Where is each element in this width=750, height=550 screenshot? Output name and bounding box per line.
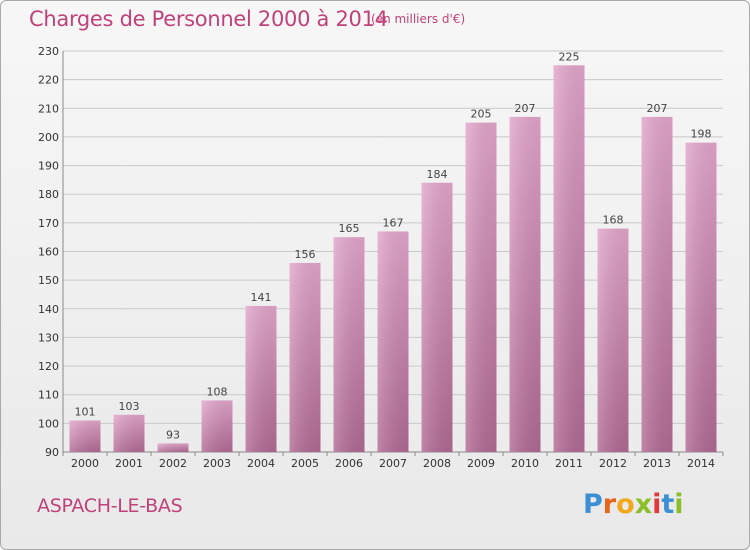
commune-name: ASPACH-LE-BAS <box>37 495 183 517</box>
y-tick-label: 130 <box>38 331 59 344</box>
bar-value-label: 156 <box>295 248 316 261</box>
bar-value-label: 207 <box>647 102 668 115</box>
x-tick-label: 2004 <box>247 457 275 470</box>
bar-value-label: 184 <box>427 168 448 181</box>
logo-letter: o <box>616 489 635 520</box>
bar-highlight <box>333 237 365 452</box>
logo-letter: r <box>602 489 617 520</box>
y-tick-label: 180 <box>38 188 59 201</box>
x-tick-label: 2003 <box>203 457 231 470</box>
x-tick-label: 2014 <box>687 457 715 470</box>
bar-highlight <box>641 116 673 452</box>
y-tick-label: 100 <box>38 417 59 430</box>
bar-value-label: 167 <box>383 216 404 229</box>
bar-value-label: 225 <box>559 50 580 63</box>
logo-letter: x <box>634 489 653 520</box>
x-tick-label: 2002 <box>159 457 187 470</box>
y-tick-label: 90 <box>45 446 59 459</box>
bar-labels: 101 103 93 108 141 156 165 167 184 205 207 225 168 20… <box>75 50 712 441</box>
x-tick-label: 2007 <box>379 457 407 470</box>
bar-highlight <box>201 400 233 452</box>
bar-highlight <box>597 228 629 452</box>
bar-value-label: 93 <box>166 428 180 441</box>
y-tick-label: 160 <box>38 246 59 259</box>
y-tick-label: 110 <box>38 389 59 402</box>
bar-value-label: 141 <box>251 291 272 304</box>
logo-letter: P <box>583 489 603 520</box>
bar-value-label: 165 <box>339 222 360 235</box>
proxiti-logo[interactable]: Proxiti <box>583 489 684 520</box>
logo-letter: t <box>661 489 675 520</box>
y-tick-label: 190 <box>38 160 59 173</box>
bar-highlight <box>685 142 717 452</box>
bar-highlight <box>69 420 101 452</box>
bar-value-label: 205 <box>471 108 492 121</box>
y-tick-label: 120 <box>38 360 59 373</box>
axes: 90 100 110 120 130 140 150 160 170 180 190 200 210 22… <box>38 45 724 470</box>
y-tick-label: 230 <box>38 45 59 58</box>
x-tick-label: 2009 <box>467 457 495 470</box>
y-tick-label: 200 <box>38 131 59 144</box>
bar-value-label: 168 <box>603 214 624 227</box>
x-tick-label: 2001 <box>115 457 143 470</box>
bar-highlight <box>113 414 145 452</box>
x-tick-label: 2005 <box>291 457 319 470</box>
bar-value-label: 108 <box>207 385 228 398</box>
logo-letter: i <box>674 489 684 520</box>
x-tick-label: 2010 <box>511 457 539 470</box>
x-tick-label: 2012 <box>599 457 627 470</box>
bar-value-label: 101 <box>75 405 96 418</box>
y-tick-label: 170 <box>38 217 59 230</box>
y-tick-label: 140 <box>38 303 59 316</box>
x-tick-label: 2000 <box>71 457 99 470</box>
bar-highlight <box>465 122 497 452</box>
x-tick-label: 2006 <box>335 457 363 470</box>
x-tick-label: 2013 <box>643 457 671 470</box>
chart-title: Charges de Personnel 2000 à 2014 <box>29 7 388 31</box>
y-tick-label: 220 <box>38 74 59 87</box>
bar-highlight <box>553 65 585 453</box>
bars <box>69 65 717 453</box>
bar-value-label: 103 <box>119 400 140 413</box>
bar-highlight <box>421 182 453 452</box>
bar-highlight <box>289 262 321 452</box>
bar-value-label: 207 <box>515 102 536 115</box>
bar-highlight <box>509 116 541 452</box>
bar-highlight <box>245 305 277 452</box>
bar-highlight <box>377 231 409 452</box>
logo-letter: i <box>652 489 662 520</box>
bar-value-label: 198 <box>691 128 712 141</box>
y-tick-label: 150 <box>38 274 59 287</box>
x-tick-label: 2008 <box>423 457 451 470</box>
x-tick-label: 2011 <box>555 457 583 470</box>
chart-subtitle: (en milliers d'€) <box>371 12 466 26</box>
bar-highlight <box>157 443 189 452</box>
y-tick-label: 210 <box>38 102 59 115</box>
